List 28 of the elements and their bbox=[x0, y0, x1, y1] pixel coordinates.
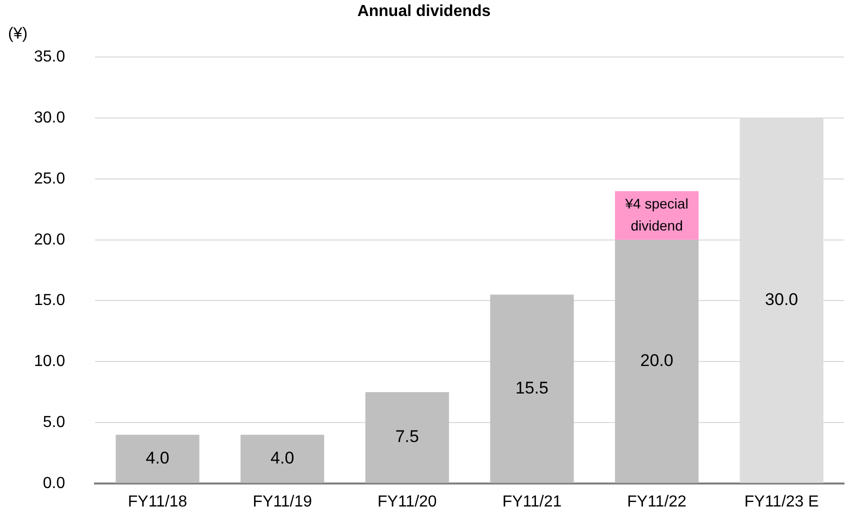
y-tick-label: 0.0 bbox=[42, 474, 66, 492]
y-tick-label: 25.0 bbox=[34, 170, 66, 188]
y-axis-title: (¥) bbox=[8, 25, 28, 42]
bar bbox=[490, 294, 574, 483]
y-tick-label: 30.0 bbox=[34, 109, 66, 126]
data-label: ¥4 special dividend bbox=[624, 195, 688, 234]
y-tick-label: 20.0 bbox=[34, 231, 66, 248]
bar bbox=[240, 434, 324, 483]
data-label: 4.0 bbox=[270, 448, 294, 468]
chart-title: Annual dividends bbox=[357, 3, 491, 20]
y-tick-label: 15.0 bbox=[34, 292, 66, 310]
bar bbox=[365, 392, 449, 483]
x-tick-label: FY11/22 bbox=[627, 493, 687, 510]
y-tick-label: 35.0 bbox=[34, 48, 66, 66]
x-tick-label: FY11/21 bbox=[502, 493, 562, 510]
data-label: 30.0 bbox=[765, 290, 798, 310]
x-tick-label: FY11/20 bbox=[378, 493, 437, 510]
y-tick-label: 5.0 bbox=[42, 414, 66, 431]
bar bbox=[116, 434, 200, 483]
data-label: 7.5 bbox=[395, 427, 419, 446]
x-tick-label: FY11/18 bbox=[128, 493, 188, 510]
data-label: 20.0 bbox=[640, 351, 674, 370]
y-tick-label: 10.0 bbox=[34, 353, 66, 370]
data-label: 4.0 bbox=[146, 448, 170, 468]
bar bbox=[614, 240, 699, 483]
x-tick-label: FY11/19 bbox=[252, 493, 312, 510]
data-label: 15.5 bbox=[515, 378, 549, 398]
x-tick-label: FY11/23 E bbox=[744, 493, 819, 510]
